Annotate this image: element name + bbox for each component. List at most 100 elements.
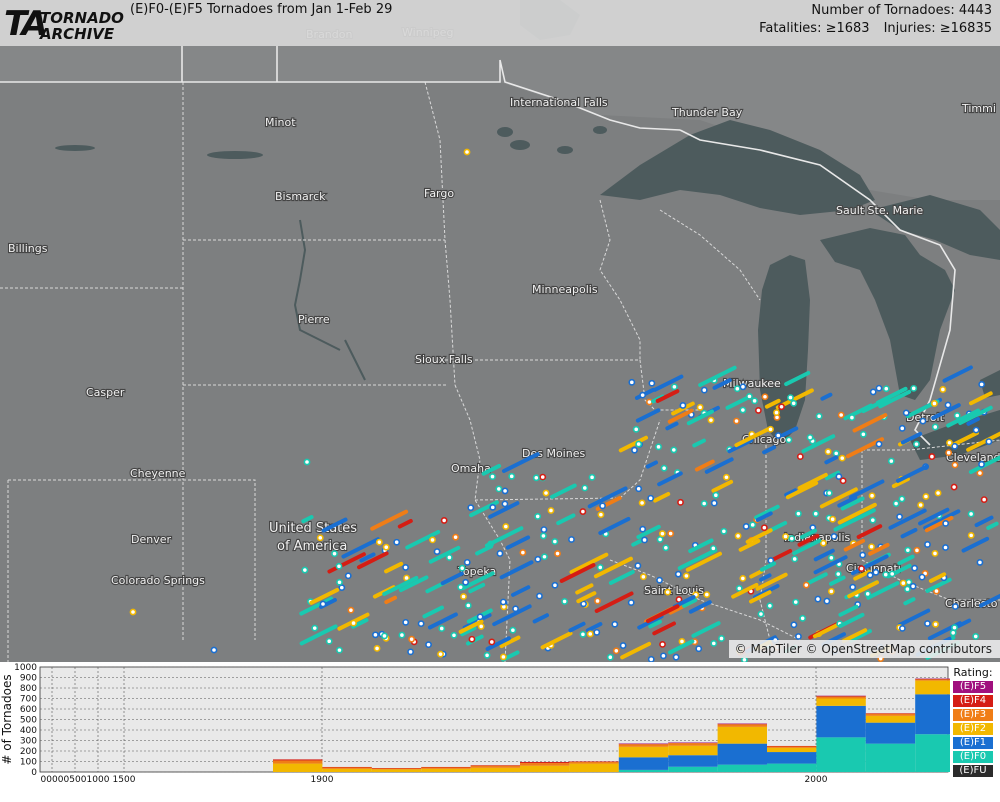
tornado-point[interactable]: [951, 461, 959, 469]
tornado-track[interactable]: [829, 575, 846, 586]
tornado-point[interactable]: [978, 380, 986, 388]
tornado-track[interactable]: [655, 389, 680, 403]
tornado-track[interactable]: [824, 470, 841, 481]
tornado-point[interactable]: [551, 538, 559, 545]
histogram-bar-segment[interactable]: [520, 765, 570, 772]
tornado-point[interactable]: [700, 386, 708, 394]
tornado-track[interactable]: [645, 460, 658, 469]
tornado-track[interactable]: [801, 434, 836, 454]
tornado-point[interactable]: [918, 573, 926, 581]
tornado-point[interactable]: [712, 491, 720, 499]
tornado-point[interactable]: [561, 598, 568, 605]
tornado-point[interactable]: [739, 406, 747, 414]
tornado-point[interactable]: [554, 550, 561, 557]
tornado-point[interactable]: [639, 573, 647, 581]
histogram-bar-segment[interactable]: [915, 680, 950, 695]
tornado-point[interactable]: [628, 378, 636, 386]
tornado-point[interactable]: [946, 439, 953, 447]
tornado-point[interactable]: [662, 544, 670, 552]
tornado-track[interactable]: [784, 488, 798, 497]
tornado-point[interactable]: [488, 638, 496, 646]
tornado-track[interactable]: [903, 597, 916, 606]
tornado-point[interactable]: [336, 578, 343, 586]
tornado-point[interactable]: [707, 416, 715, 424]
tornado-track[interactable]: [587, 486, 628, 509]
tornado-track[interactable]: [764, 398, 781, 409]
tornado-track[interactable]: [499, 635, 521, 649]
tornado-point[interactable]: [437, 650, 444, 658]
tornado-track[interactable]: [897, 554, 915, 566]
tornado-point[interactable]: [864, 590, 872, 598]
tornado-point[interactable]: [749, 521, 757, 529]
tornado-point[interactable]: [656, 536, 664, 543]
tornado-point[interactable]: [742, 523, 750, 530]
tornado-point[interactable]: [335, 562, 343, 570]
tornado-point[interactable]: [350, 619, 357, 627]
histogram-bar-segment[interactable]: [816, 696, 866, 699]
tornado-track[interactable]: [792, 538, 822, 556]
tornado-point[interactable]: [902, 409, 910, 417]
histogram-bar-segment[interactable]: [371, 768, 422, 769]
tornado-point[interactable]: [790, 399, 798, 407]
histogram-bar-segment[interactable]: [322, 768, 372, 772]
tornado-point[interactable]: [536, 592, 543, 600]
tornado-point[interactable]: [903, 585, 911, 593]
tornado-point[interactable]: [671, 383, 678, 391]
tornado-point[interactable]: [791, 555, 799, 563]
tornado-track[interactable]: [359, 552, 376, 563]
histogram-bar-segment[interactable]: [816, 698, 866, 706]
tornado-track[interactable]: [848, 479, 885, 500]
tornado-track[interactable]: [942, 365, 973, 383]
tornado-track[interactable]: [797, 533, 820, 547]
tornado-point[interactable]: [445, 554, 453, 561]
tornado-point[interactable]: [939, 386, 947, 393]
tornado-point[interactable]: [429, 536, 436, 544]
histogram-bar-segment[interactable]: [371, 768, 422, 770]
tornado-point[interactable]: [508, 472, 516, 480]
tornado-point[interactable]: [767, 425, 774, 433]
tornado-track[interactable]: [850, 554, 889, 576]
tornado-point[interactable]: [655, 443, 662, 451]
tornado-point[interactable]: [303, 458, 311, 466]
tornado-track[interactable]: [620, 641, 652, 660]
tornado-track[interactable]: [805, 572, 828, 586]
tornado-track[interactable]: [309, 587, 340, 605]
tornado-point[interactable]: [814, 595, 822, 603]
tornado-point[interactable]: [812, 510, 820, 518]
histogram-bar-segment[interactable]: [717, 726, 767, 744]
tornado-point[interactable]: [403, 574, 410, 582]
tornado-point[interactable]: [331, 550, 338, 558]
tornado-point[interactable]: [336, 646, 343, 654]
tornado-point[interactable]: [639, 391, 647, 399]
histogram-bar-segment[interactable]: [569, 761, 619, 763]
legend-item[interactable]: (E)F3: [953, 709, 993, 721]
tornado-point[interactable]: [402, 564, 410, 571]
tornado-track[interactable]: [923, 509, 961, 530]
tornado-track[interactable]: [711, 479, 734, 493]
tornado-point[interactable]: [849, 583, 857, 591]
tornado-point[interactable]: [882, 385, 890, 393]
tornado-point[interactable]: [830, 532, 838, 540]
tornado-point[interactable]: [579, 508, 587, 515]
tornado-point[interactable]: [774, 432, 782, 439]
tornado-track[interactable]: [511, 585, 531, 597]
tornado-point[interactable]: [887, 457, 895, 465]
tornado-track[interactable]: [694, 459, 715, 472]
tornado-point[interactable]: [344, 572, 352, 580]
tornado-track[interactable]: [820, 392, 833, 401]
tornado-point[interactable]: [631, 446, 638, 454]
tornado-track[interactable]: [593, 556, 633, 579]
tornado-point[interactable]: [911, 564, 918, 572]
tornado-track[interactable]: [819, 487, 858, 509]
tornado-point[interactable]: [407, 648, 414, 656]
tornado-track[interactable]: [847, 580, 879, 599]
tornado-track[interactable]: [749, 590, 772, 604]
tornado-point[interactable]: [534, 513, 542, 520]
tornado-point[interactable]: [751, 397, 758, 405]
tornado-point[interactable]: [967, 510, 975, 518]
tornado-point[interactable]: [664, 588, 672, 596]
tornado-track[interactable]: [749, 569, 764, 579]
tornado-track[interactable]: [900, 527, 918, 539]
histogram-bar-segment[interactable]: [470, 765, 520, 766]
histogram-bar-segment[interactable]: [569, 763, 619, 772]
